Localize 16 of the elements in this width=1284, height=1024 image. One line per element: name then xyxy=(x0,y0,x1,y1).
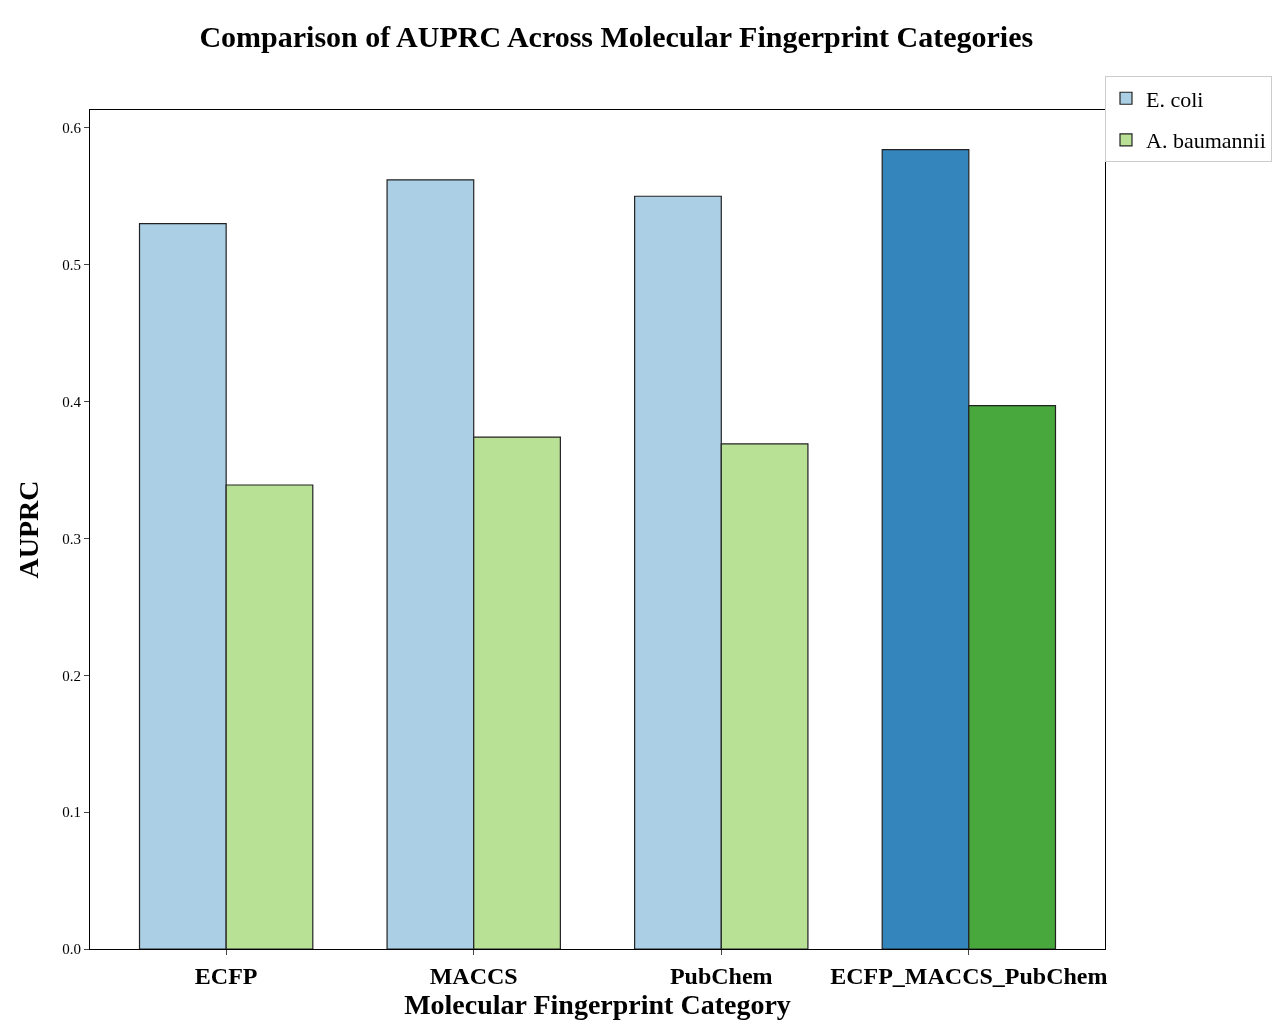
y-tick-label: 0.6 xyxy=(62,120,82,137)
y-tick-label: 0.1 xyxy=(62,804,81,821)
y-tick-label: 0.3 xyxy=(62,530,81,547)
x-tick-label: MACCS xyxy=(429,962,518,989)
x-tick-label: PubChem xyxy=(669,962,773,989)
y-tick-label: 0.5 xyxy=(62,256,81,273)
y-tick-label: 0.0 xyxy=(62,941,81,958)
legend-label: A. baumannii xyxy=(1146,128,1266,154)
legend-label: E. coli xyxy=(1146,86,1204,112)
chart-title: Comparison of AUPRC Across Molecular Fingerprint Categories xyxy=(199,19,1034,53)
x-tick-label: ECFP_MACCS_PubChem xyxy=(830,962,1108,989)
x-axis-title: Molecular Fingerprint Category xyxy=(404,988,791,1020)
x-tick-label: ECFP xyxy=(194,962,258,989)
y-tick-label: 0.2 xyxy=(62,667,81,684)
y-tick-label: 0.4 xyxy=(62,393,82,410)
y-axis-title: AUPRC xyxy=(12,480,44,579)
